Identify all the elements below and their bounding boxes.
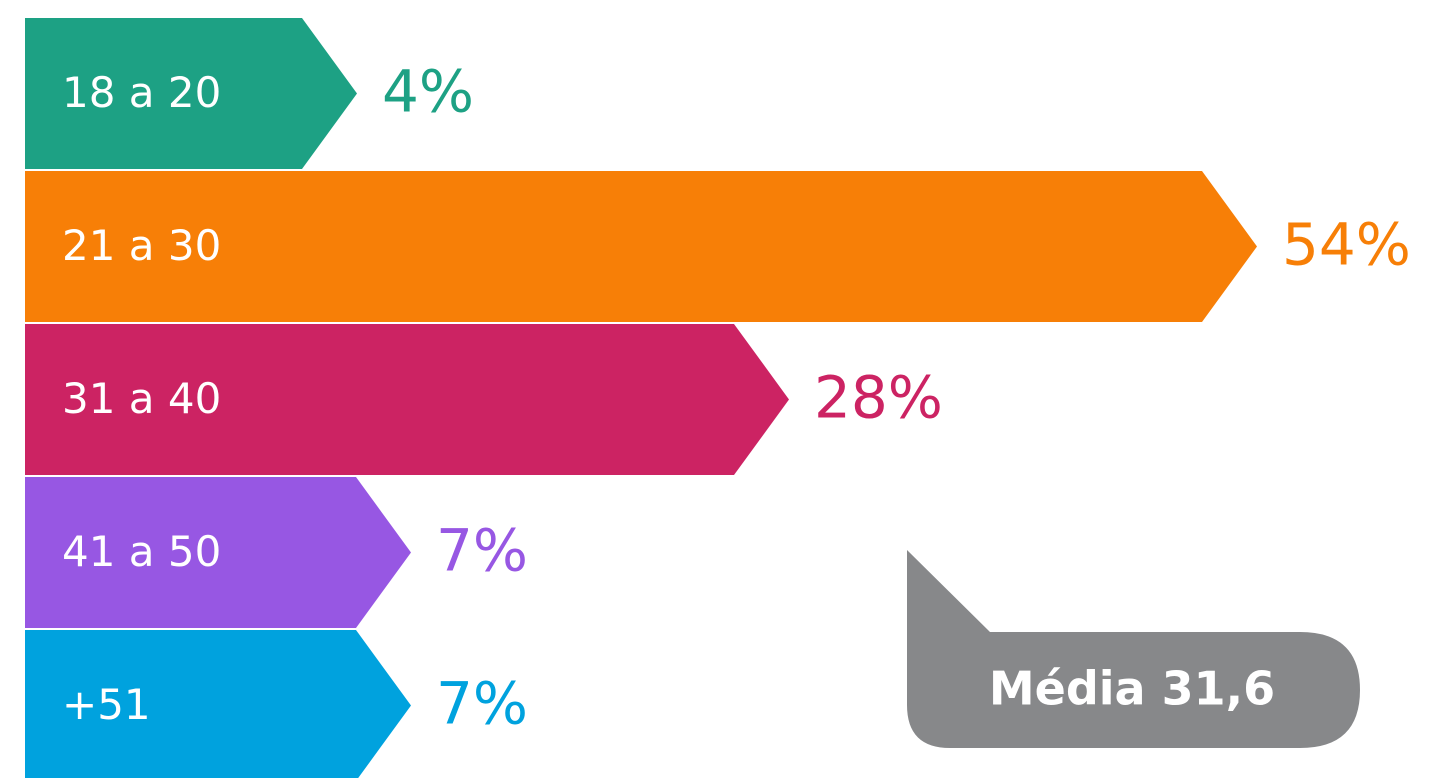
category-label: 21 a 30 xyxy=(62,221,221,270)
bar xyxy=(25,171,1257,322)
annotation-bubble: Média 31,6 xyxy=(907,550,1360,748)
bar xyxy=(25,477,411,628)
annotation-text: Média 31,6 xyxy=(989,662,1275,716)
value-label: 7% xyxy=(436,517,528,585)
category-label: 18 a 20 xyxy=(62,68,221,117)
value-label: 4% xyxy=(382,58,474,126)
value-label: 28% xyxy=(814,364,943,432)
bar xyxy=(25,18,357,169)
category-label: 41 a 50 xyxy=(62,527,221,576)
bar xyxy=(25,630,411,778)
category-label: 31 a 40 xyxy=(62,374,221,423)
value-label: 7% xyxy=(436,670,528,738)
bar xyxy=(25,324,789,475)
bubble-shape xyxy=(907,550,1360,748)
value-label: 54% xyxy=(1282,211,1411,279)
category-label: +51 xyxy=(62,680,151,729)
